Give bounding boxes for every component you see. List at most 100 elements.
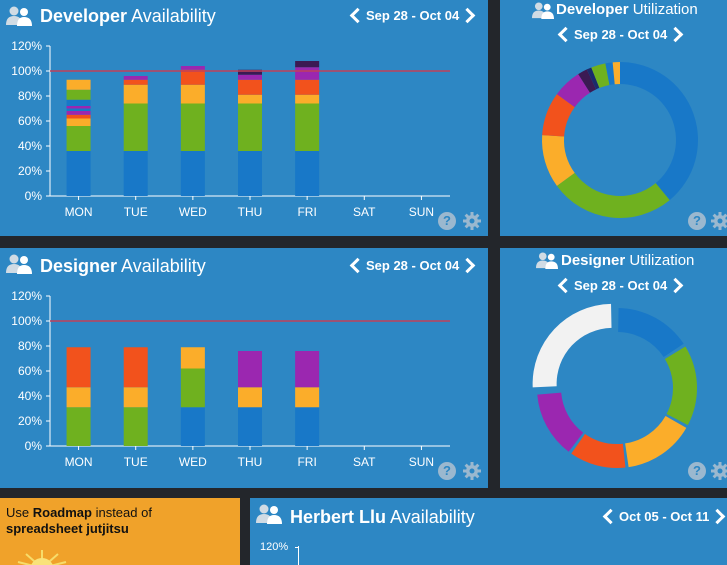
y-tick-label: 120% bbox=[11, 289, 42, 303]
bar-segment bbox=[238, 94, 262, 104]
donut-slice bbox=[612, 62, 620, 85]
date-range-selector[interactable]: Sep 28 - Oct 04 bbox=[349, 7, 476, 24]
x-tick-label: SUN bbox=[409, 205, 434, 219]
donut-slice bbox=[571, 433, 626, 468]
x-tick-label: SUN bbox=[409, 455, 434, 469]
x-tick-label: SAT bbox=[353, 205, 376, 219]
x-tick-label: MON bbox=[65, 205, 93, 219]
bar-segment bbox=[66, 387, 91, 408]
date-range-selector[interactable]: Sep 28 - Oct 04 bbox=[557, 277, 684, 294]
bar-segment bbox=[180, 69, 205, 85]
bar-segment bbox=[123, 151, 148, 196]
users-icon bbox=[536, 252, 558, 269]
bar-segment bbox=[66, 347, 91, 388]
y-tick-label: 40% bbox=[18, 389, 42, 403]
y-tick-label: 40% bbox=[18, 139, 42, 153]
bar-segment bbox=[123, 347, 148, 388]
date-range-label: Sep 28 - Oct 04 bbox=[366, 258, 460, 273]
bar-segment bbox=[238, 407, 262, 446]
bar-segment bbox=[238, 103, 262, 151]
bar-segment bbox=[180, 151, 205, 196]
donut-slice bbox=[591, 63, 610, 88]
y-tick-label: 80% bbox=[18, 89, 42, 103]
bar-segment bbox=[295, 407, 320, 446]
x-tick-label: THU bbox=[238, 455, 263, 469]
gear-icon[interactable] bbox=[462, 461, 482, 481]
x-tick-label: FRI bbox=[297, 205, 316, 219]
y-tick-label: 120% bbox=[11, 39, 42, 53]
date-range-selector[interactable]: Sep 28 - Oct 04 bbox=[557, 26, 684, 43]
bar-segment bbox=[295, 94, 320, 104]
bar-segment bbox=[180, 368, 205, 408]
gear-icon[interactable] bbox=[710, 211, 727, 231]
y-tick-label: 0% bbox=[25, 439, 43, 453]
bar-segment bbox=[238, 151, 262, 196]
help-icon[interactable]: ? bbox=[688, 462, 706, 480]
y-tick-label: 100% bbox=[11, 64, 42, 78]
y-axis bbox=[298, 546, 299, 565]
x-tick-label: WED bbox=[179, 205, 207, 219]
bar-segment bbox=[123, 79, 148, 85]
bar-segment bbox=[295, 151, 320, 196]
bar-segment bbox=[66, 89, 91, 100]
donut-slice bbox=[542, 94, 575, 137]
bar-segment bbox=[180, 103, 205, 151]
y-axis-tick bbox=[295, 547, 299, 548]
date-range-label: Sep 28 - Oct 04 bbox=[574, 27, 668, 42]
gear-icon[interactable] bbox=[710, 461, 727, 481]
developer-availability-panel: Developer Availability Sep 28 - Oct 04 0… bbox=[0, 0, 488, 236]
bar-segment bbox=[66, 108, 91, 111]
donut-slice bbox=[664, 346, 697, 426]
donut-slice bbox=[586, 67, 600, 90]
bar-segment bbox=[238, 79, 262, 95]
x-tick-label: THU bbox=[238, 205, 263, 219]
y-tick-label: 60% bbox=[18, 364, 42, 378]
donut-slice bbox=[618, 308, 684, 358]
bar-segment bbox=[238, 69, 262, 75]
x-tick-label: WED bbox=[179, 455, 207, 469]
x-tick-label: TUE bbox=[124, 205, 148, 219]
y-tick-label: 0% bbox=[25, 189, 43, 203]
donut-slice bbox=[578, 69, 597, 93]
help-icon[interactable]: ? bbox=[688, 212, 706, 230]
bar-segment bbox=[123, 76, 148, 80]
panel-title: Developer Utilization bbox=[556, 1, 698, 18]
donut-slice bbox=[542, 135, 575, 186]
y-tick-label: 80% bbox=[18, 339, 42, 353]
chevron-right-icon[interactable] bbox=[710, 508, 726, 525]
designer-availability-panel: Designer Availability Sep 28 - Oct 04 0%… bbox=[0, 248, 488, 488]
users-icon bbox=[256, 504, 282, 524]
users-icon bbox=[6, 6, 32, 26]
x-tick-label: FRI bbox=[297, 455, 316, 469]
panel-title: Herbert Llu Availability bbox=[290, 507, 475, 527]
help-icon[interactable]: ? bbox=[438, 212, 456, 230]
bar-segment bbox=[238, 74, 262, 80]
y-tick-label: 120% bbox=[260, 541, 289, 553]
bar-segment bbox=[123, 387, 148, 408]
bar-segment bbox=[66, 114, 91, 119]
roadmap-promo-panel[interactable]: Use Roadmap instead of spreadsheet jutji… bbox=[0, 498, 240, 565]
help-icon[interactable]: ? bbox=[438, 462, 456, 480]
y-tick-label: 20% bbox=[18, 414, 42, 428]
sun-icon bbox=[17, 550, 67, 565]
y-tick-label: 100% bbox=[11, 314, 42, 328]
bar-segment bbox=[123, 84, 148, 104]
bar-segment bbox=[180, 407, 205, 446]
bar-segment bbox=[66, 79, 91, 90]
y-tick-label: 20% bbox=[18, 164, 42, 178]
bar-segment bbox=[66, 111, 91, 115]
date-range-selector[interactable]: Oct 05 - Oct 11 bbox=[602, 508, 726, 525]
date-range-selector[interactable]: Sep 28 - Oct 04 bbox=[349, 257, 476, 274]
bar-segment bbox=[238, 387, 262, 408]
users-icon bbox=[532, 2, 554, 19]
panel-title: Developer Availability bbox=[40, 6, 216, 26]
date-range-label: Sep 28 - Oct 04 bbox=[574, 278, 668, 293]
developer-utilization-panel: Developer Utilization Sep 28 - Oct 04 ? bbox=[500, 0, 727, 236]
bar-segment bbox=[295, 351, 320, 388]
bar-segment bbox=[66, 151, 91, 196]
x-tick-label: MON bbox=[65, 455, 93, 469]
users-icon bbox=[6, 254, 32, 274]
chevron-left-icon[interactable] bbox=[602, 508, 619, 525]
gear-icon[interactable] bbox=[462, 211, 482, 231]
donut-slice bbox=[620, 62, 698, 201]
